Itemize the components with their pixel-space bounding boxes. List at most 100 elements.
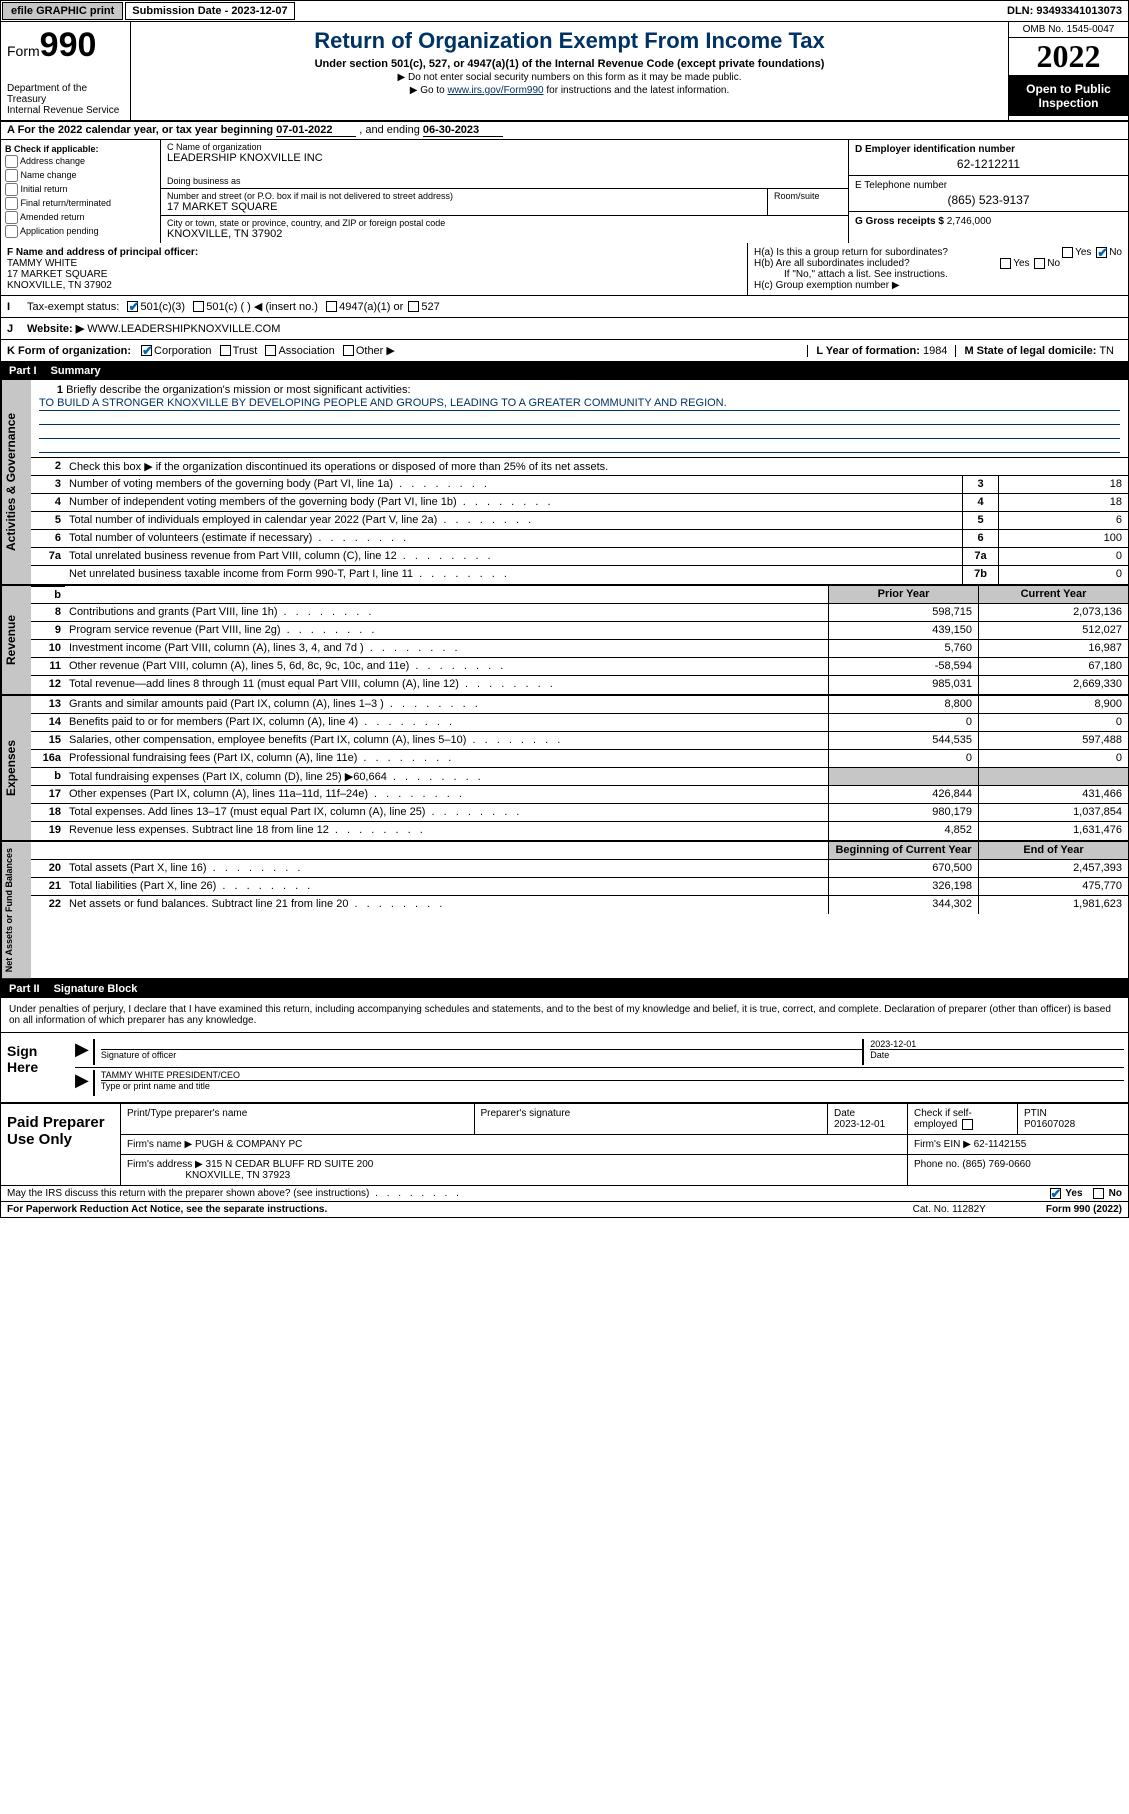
officer-addr2: KNOXVILLE, TN 37902 (7, 280, 112, 291)
discuss-no-box[interactable] (1093, 1188, 1104, 1199)
website-label: Website: ▶ (27, 322, 84, 335)
col-b-label: B Check if applicable: (5, 144, 156, 154)
yes-label: Yes (1065, 1188, 1082, 1199)
form-prefix: Form (7, 43, 40, 59)
form-header: Form990 Department of the Treasury Inter… (1, 22, 1128, 122)
prep-name-label: Print/Type preparer's name (127, 1108, 247, 1119)
assoc-box[interactable] (265, 345, 276, 356)
row-k: K Form of organization: Corporation Trus… (1, 340, 1128, 362)
data-line: 13Grants and similar amounts paid (Part … (31, 696, 1128, 714)
hb-yes-box[interactable] (1000, 258, 1011, 269)
chk-address-change[interactable]: Address change (5, 155, 156, 168)
year-formation: 1984 (923, 345, 947, 357)
trust-box[interactable] (220, 345, 231, 356)
data-line: 22Net assets or fund balances. Subtract … (31, 896, 1128, 914)
firm-addr1: 315 N CEDAR BLUFF RD SUITE 200 (206, 1159, 374, 1170)
501c-box[interactable] (193, 301, 204, 312)
org-name-label: C Name of organization (167, 142, 842, 152)
officer-name-title: TAMMY WHITE PRESIDENT/CEO (101, 1070, 240, 1080)
form-org-label: K Form of organization: (7, 345, 131, 357)
hc-label: H(c) Group exemption number ▶ (754, 280, 1122, 291)
tab-net-assets: Net Assets or Fund Balances (1, 842, 31, 978)
dept-treasury: Department of the Treasury Internal Reve… (7, 83, 124, 116)
line-a-pre: A For the 2022 calendar year, or tax yea… (7, 124, 276, 136)
self-employed-box[interactable] (962, 1119, 973, 1130)
chk-amended[interactable]: Amended return (5, 211, 156, 224)
line2-text: Check this box ▶ if the organization dis… (65, 458, 1128, 475)
chk-application-pending[interactable]: Application pending (5, 225, 156, 238)
prep-date-label: Date (834, 1108, 855, 1119)
data-line: 8Contributions and grants (Part VIII, li… (31, 604, 1128, 622)
hb-note: If "No," attach a list. See instructions… (754, 269, 1122, 280)
chk-name-change[interactable]: Name change (5, 169, 156, 182)
year-formation-label: L Year of formation: (816, 345, 920, 357)
data-line: 11Other revenue (Part VIII, column (A), … (31, 658, 1128, 676)
firm-name-label: Firm's name ▶ (127, 1139, 192, 1150)
ha-row: H(a) Is this a group return for subordin… (754, 247, 1122, 258)
data-line: 16aProfessional fundraising fees (Part I… (31, 750, 1128, 768)
note2-post: for instructions and the latest informat… (544, 85, 730, 96)
part1-num: Part I (9, 365, 37, 377)
sig-arrow-icon: ▶ (75, 1070, 89, 1096)
efile-btn[interactable]: efile GRAPHIC print (2, 2, 123, 20)
mission-blank (39, 425, 1120, 439)
4947-box[interactable] (326, 301, 337, 312)
summary-line: 5Total number of individuals employed in… (31, 512, 1128, 530)
name-title-label: Type or print name and title (101, 1080, 1124, 1091)
top-bar: efile GRAPHIC print Submission Date - 20… (1, 1, 1128, 22)
form-title: Return of Organization Exempt From Incom… (141, 28, 998, 54)
street-label: Number and street (or P.O. box if mail i… (167, 191, 761, 201)
line2-label: Check this box ▶ if the organization dis… (69, 461, 608, 473)
note-ssn: ▶ Do not enter social security numbers o… (141, 72, 998, 83)
corp-box[interactable] (141, 345, 152, 356)
f-label: F Name and address of principal officer: (7, 247, 198, 258)
ptin-label: PTIN (1024, 1108, 1047, 1119)
bottom-row: For Paperwork Reduction Act Notice, see … (1, 1202, 1128, 1217)
other-box[interactable] (343, 345, 354, 356)
form-subtitle: Under section 501(c), 527, or 4947(a)(1)… (141, 58, 998, 70)
discuss-row: May the IRS discuss this return with the… (1, 1186, 1128, 1202)
501c3-box[interactable] (127, 301, 138, 312)
irs-link[interactable]: www.irs.gov/Form990 (447, 85, 543, 96)
ein: 62-1212211 (855, 157, 1122, 171)
mission-blank (39, 439, 1120, 453)
chk-initial-return[interactable]: Initial return (5, 183, 156, 196)
ha-yes-box[interactable] (1062, 247, 1073, 258)
hb-label: H(b) Are all subordinates included? (754, 258, 910, 269)
part2-title: Signature Block (54, 983, 138, 995)
firm-phone-label: Phone no. (914, 1159, 960, 1170)
data-line: bTotal fundraising expenses (Part IX, co… (31, 768, 1128, 786)
room-label: Room/suite (774, 191, 842, 201)
501c-label: 501(c) ( ) ◀ (insert no.) (206, 300, 318, 313)
summary-line: 3Number of voting members of the governi… (31, 476, 1128, 494)
discuss-yes-box[interactable] (1050, 1188, 1061, 1199)
527-box[interactable] (408, 301, 419, 312)
phone-label: E Telephone number (855, 180, 947, 191)
chk-label: Name change (21, 170, 77, 180)
chk-final-return[interactable]: Final return/terminated (5, 197, 156, 210)
firm-ein: 62-1142155 (974, 1139, 1027, 1150)
summary-line: 7aTotal unrelated business revenue from … (31, 548, 1128, 566)
domicile: TN (1099, 345, 1114, 357)
hb-no-box[interactable] (1034, 258, 1045, 269)
tax-year-end: 06-30-2023 (423, 124, 503, 137)
line1-label: Briefly describe the organization's miss… (66, 384, 410, 396)
sign-here-label: Sign Here (1, 1033, 71, 1102)
form-ref: Form 990 (2022) (1046, 1204, 1122, 1215)
na-hdr1: Beginning of Current Year (828, 842, 978, 859)
gross-label: G Gross receipts $ (855, 216, 944, 227)
date-label: Date (870, 1049, 1124, 1060)
hb-row: H(b) Are all subordinates included? Yes … (754, 258, 1122, 269)
mission-blank (39, 411, 1120, 425)
firm-name: PUGH & COMPANY PC (195, 1139, 302, 1150)
tab-activities: Activities & Governance (1, 380, 31, 584)
signature-field[interactable]: Signature of officer (93, 1039, 862, 1065)
city: KNOXVILLE, TN 37902 (167, 228, 842, 240)
street: 17 MARKET SQUARE (167, 201, 761, 213)
declaration-text: Under penalties of perjury, I declare th… (1, 998, 1128, 1033)
chk-label: Final return/terminated (21, 198, 112, 208)
part2-header: Part II Signature Block (1, 980, 1128, 998)
officer-name: TAMMY WHITE (7, 258, 77, 269)
ha-no-box[interactable] (1096, 247, 1107, 258)
website-value: WWW.LEADERSHIPKNOXVILLE.COM (87, 323, 280, 335)
